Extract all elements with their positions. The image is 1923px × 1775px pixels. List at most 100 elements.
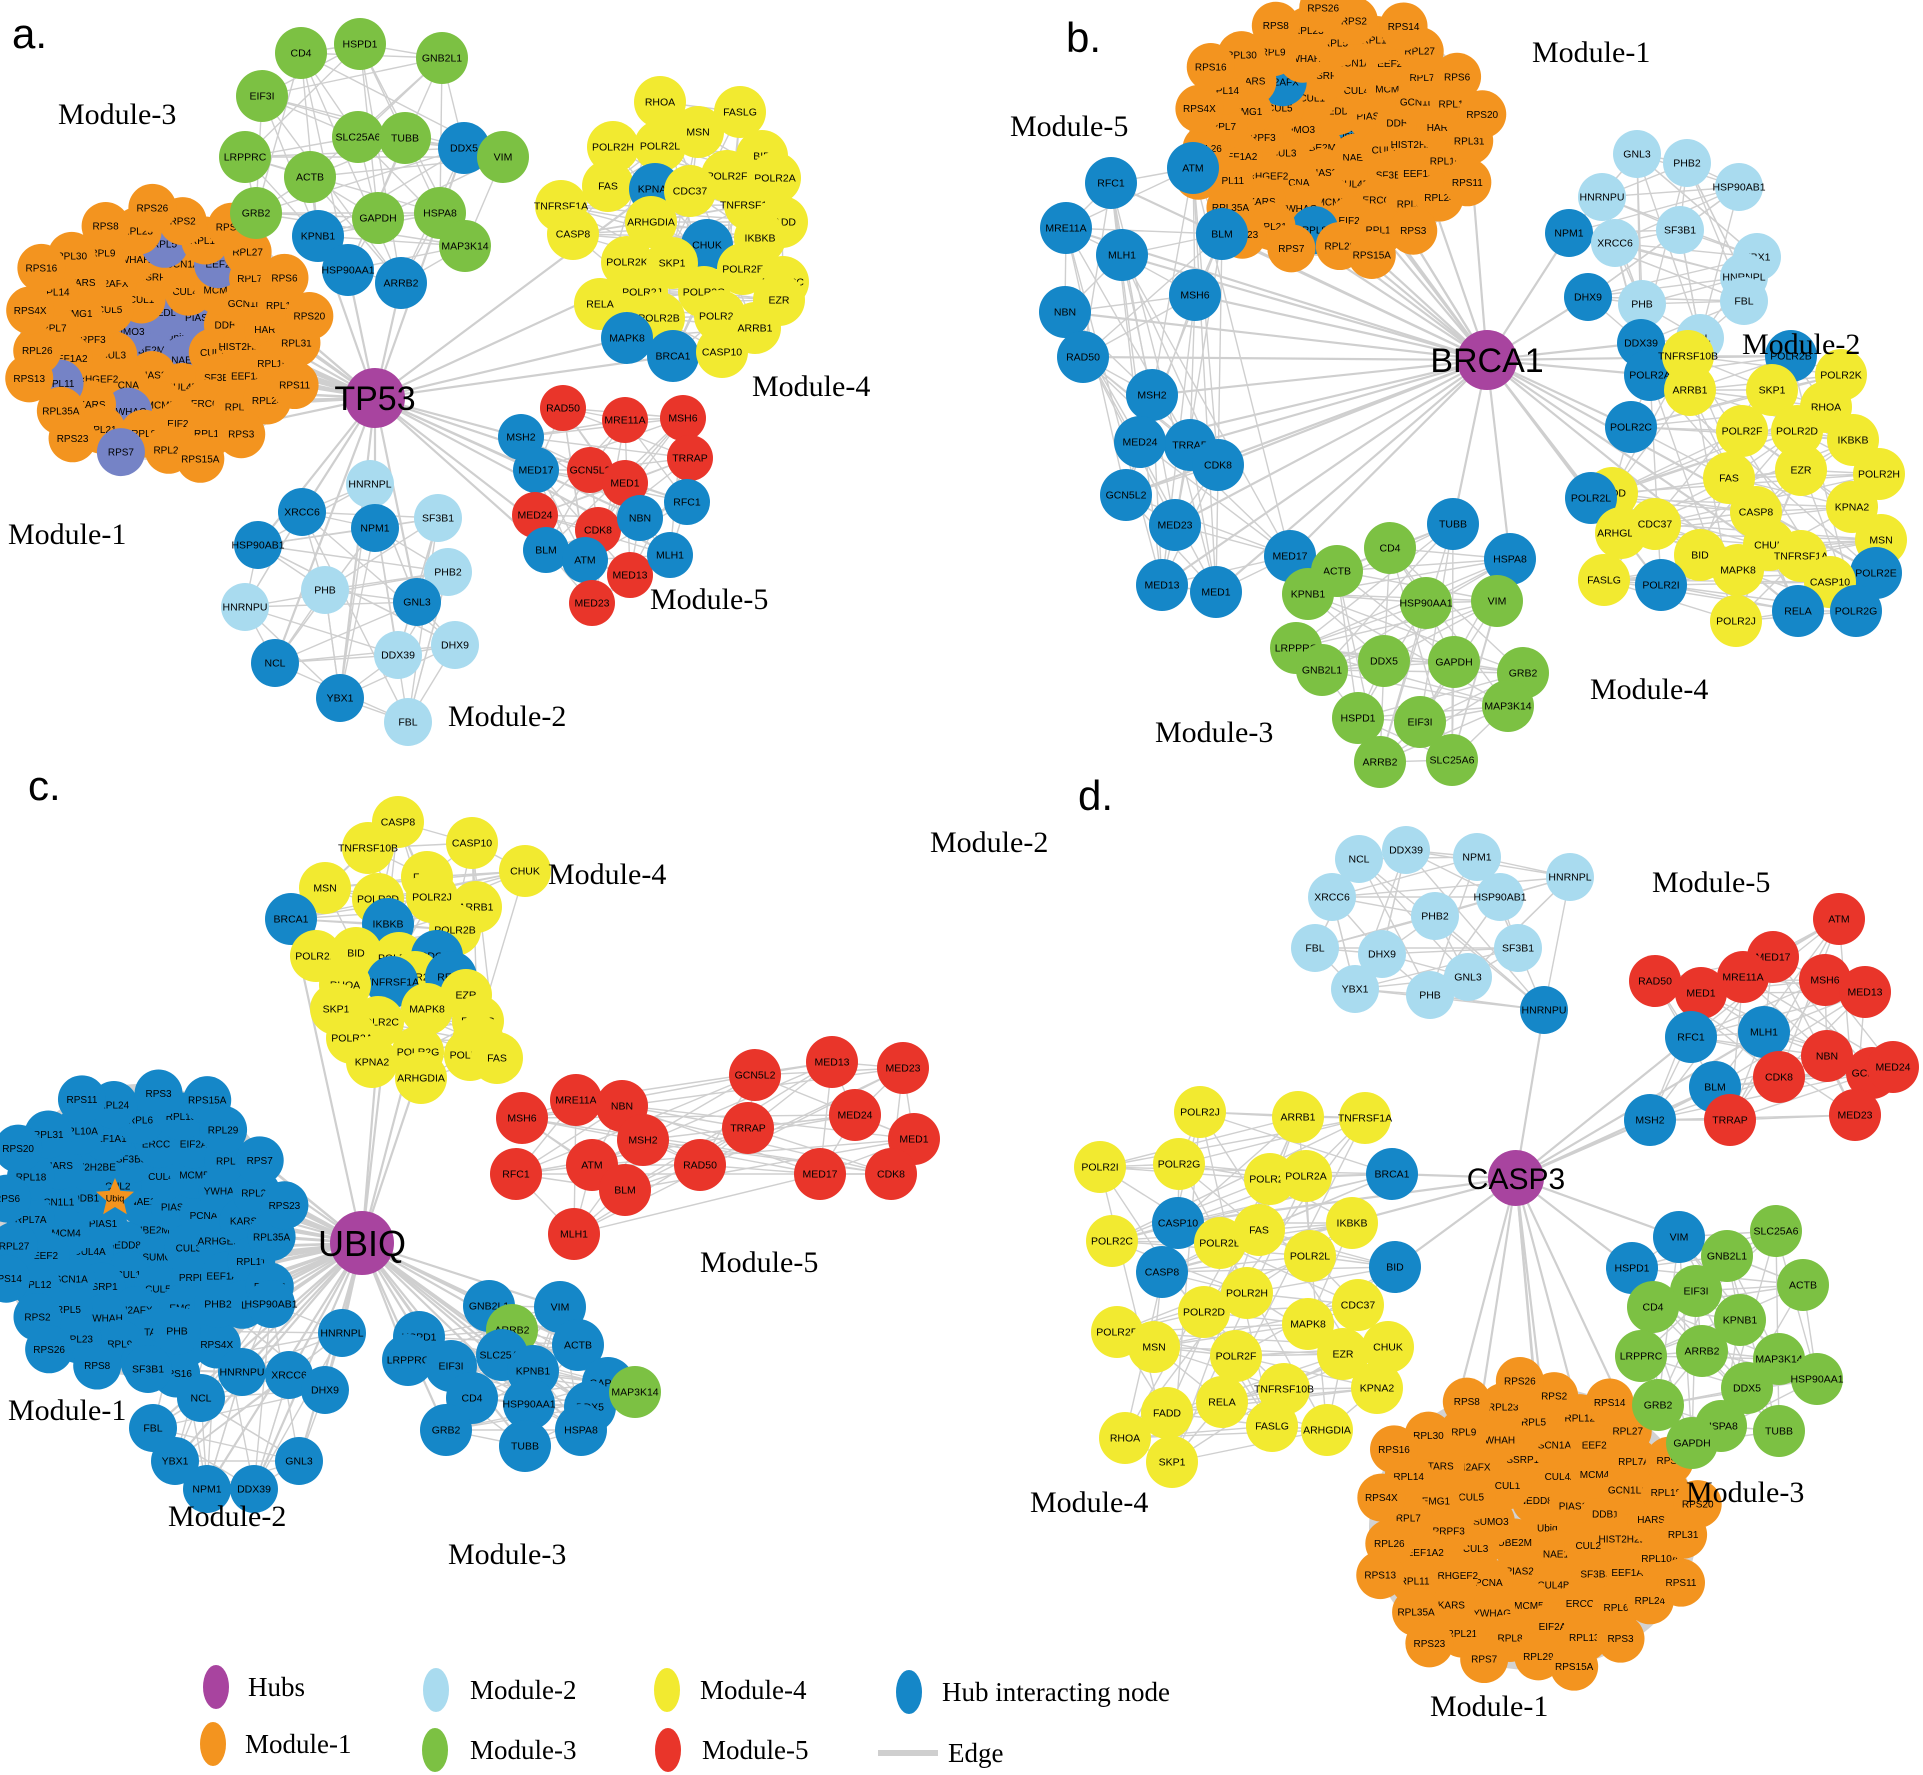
gene-label: RPL8 xyxy=(1498,1633,1523,1644)
edge xyxy=(1082,182,1112,358)
gene-label: TNFRSF10B xyxy=(338,843,398,855)
edge xyxy=(573,1173,821,1235)
gene-label: TUBB xyxy=(1765,1426,1793,1438)
gene-label: RPS8 xyxy=(1454,1397,1481,1408)
edge xyxy=(1451,600,1498,761)
gene-label: TRRAP xyxy=(672,453,708,465)
gene-label: HSPA8 xyxy=(423,208,457,220)
module-label-d-Module-3: Module-3 xyxy=(1686,1476,1804,1509)
gene-label: CD4 xyxy=(1642,1302,1663,1314)
gene-label: GNL3 xyxy=(403,597,431,609)
gene-label: RPL18 xyxy=(16,1172,47,1183)
gene-node-MSH6 xyxy=(1169,269,1221,321)
gene-label: RPS3 xyxy=(1400,226,1427,237)
hub-edge xyxy=(374,336,628,400)
gene-node-NCL xyxy=(251,639,299,687)
gene-node-SF3B1 xyxy=(414,494,462,542)
gene-label: RAD50 xyxy=(1066,352,1100,364)
gene-label: RPS14 xyxy=(216,222,248,233)
gene-label: CUL4B xyxy=(1537,1580,1570,1591)
gene-label: MCM4 xyxy=(1375,84,1405,95)
gene-label: EEF1A2 xyxy=(1220,152,1258,163)
gene-label: FBL xyxy=(1734,296,1753,308)
gene-label: HSP90AA1 xyxy=(321,265,374,277)
gene-label: RFC1 xyxy=(502,1169,530,1181)
gene-label: FADD xyxy=(1153,1408,1181,1420)
gene-label: CUL3 xyxy=(1463,1544,1489,1555)
gene-label: RPS14 xyxy=(1594,1398,1626,1409)
gene-node-PHB xyxy=(153,1307,201,1355)
edge xyxy=(1139,441,1291,557)
gene-node-HSP90AB1 xyxy=(247,1280,295,1328)
gene-node-HNRNPU xyxy=(1578,173,1626,221)
gene-label: RPL7A xyxy=(15,1215,47,1226)
module-label-c-Module-4: Module-4 xyxy=(548,858,666,891)
gene-label: RPL30 xyxy=(1226,51,1257,62)
gene-node-MED23 xyxy=(1829,1089,1881,1141)
gene-label: RPL23 xyxy=(1293,26,1324,37)
edge xyxy=(1379,602,1427,763)
gene-node-CDC37 xyxy=(1629,498,1681,550)
gene-label: RPS15A xyxy=(1555,1662,1594,1673)
gene-node-ATM xyxy=(1813,893,1865,945)
gene-label: YWHAG xyxy=(109,407,147,418)
gene-label: MCM5 xyxy=(146,401,176,412)
gene-node-SF3B1 xyxy=(124,1345,172,1393)
gene-label: PHB xyxy=(1631,299,1653,311)
gene-label: YBX1 xyxy=(327,693,354,705)
gene-label: POLR2K xyxy=(606,257,647,269)
gene-label: PIAS1 xyxy=(185,313,214,324)
gene-label: DDX5 xyxy=(1370,656,1398,668)
legend-swatch-Hub interacting node xyxy=(896,1670,922,1714)
gene-label: HSP90AB1 xyxy=(1473,892,1526,904)
gene-node-SLC25A6 xyxy=(332,111,384,163)
hub-edge xyxy=(1082,355,1488,362)
gene-node-CDC37 xyxy=(1332,1279,1384,1331)
gene-label: RPS20 xyxy=(1682,1500,1714,1511)
gene-label: MED23 xyxy=(885,1063,920,1075)
gene-label: RPS20 xyxy=(1466,110,1498,121)
gene-label: RELA xyxy=(1208,1397,1235,1409)
gene-label: RPL23 xyxy=(1488,1403,1519,1414)
gene-label: GCN5L2 xyxy=(570,465,611,477)
gene-label: CHUK xyxy=(510,866,540,878)
gene-label: GRB2 xyxy=(1509,668,1538,680)
gene-node-RFC1 xyxy=(490,1148,542,1200)
gene-node-TRRAP xyxy=(1704,1094,1756,1146)
hub-edge xyxy=(1151,358,1488,397)
edge xyxy=(1321,600,1498,671)
gene-label: CASP8 xyxy=(1145,1267,1180,1279)
gene-node-CD4 xyxy=(275,27,327,79)
gene-node-RPS15A xyxy=(1347,230,1396,279)
gene-label: RPL10A xyxy=(1641,1554,1679,1565)
gene-label: IKBKB xyxy=(1337,1218,1368,1230)
star-node-Ubiq xyxy=(96,1178,134,1215)
gene-label: RPL29 xyxy=(1523,1652,1554,1663)
gene-label: EEF1A1 xyxy=(89,1134,127,1145)
gene-node-RPS20 xyxy=(0,1124,43,1173)
gene-label: PHB2 xyxy=(1673,158,1701,170)
gene-label: CASP8 xyxy=(556,229,591,241)
gene-node-RPS6 xyxy=(0,1174,32,1223)
gene-label: H2AFX xyxy=(120,1306,153,1317)
gene-node-MAP3K14 xyxy=(1482,680,1534,732)
gene-label: VIM xyxy=(494,152,513,164)
gene-label: RPL11 xyxy=(1400,1576,1430,1587)
gene-node-MSH6 xyxy=(496,1092,548,1144)
edge xyxy=(359,43,402,284)
gene-label: MLH1 xyxy=(656,550,684,562)
gene-label: EEF1A1 xyxy=(231,371,269,382)
gene-node-LRPPRC xyxy=(1615,1330,1667,1382)
gene-label: POLR2D xyxy=(1776,426,1818,438)
gene-label: GCN5L2 xyxy=(735,1070,776,1082)
gene-label: SCN1A xyxy=(1538,1440,1572,1451)
gene-label: CASP10 xyxy=(1810,577,1850,589)
gene-label: RPL31 xyxy=(281,338,312,349)
gene-node-HNRNPL xyxy=(1546,853,1594,901)
gene-label: TNFRSF10B xyxy=(1658,351,1718,363)
gene-node-RPS14 xyxy=(0,1254,31,1303)
gene-label: BLM xyxy=(1211,229,1233,241)
gene-node-BRCA1 xyxy=(265,893,317,945)
gene-label: RPL30 xyxy=(1413,1431,1444,1442)
gene-label: ARRB1 xyxy=(1672,385,1707,397)
